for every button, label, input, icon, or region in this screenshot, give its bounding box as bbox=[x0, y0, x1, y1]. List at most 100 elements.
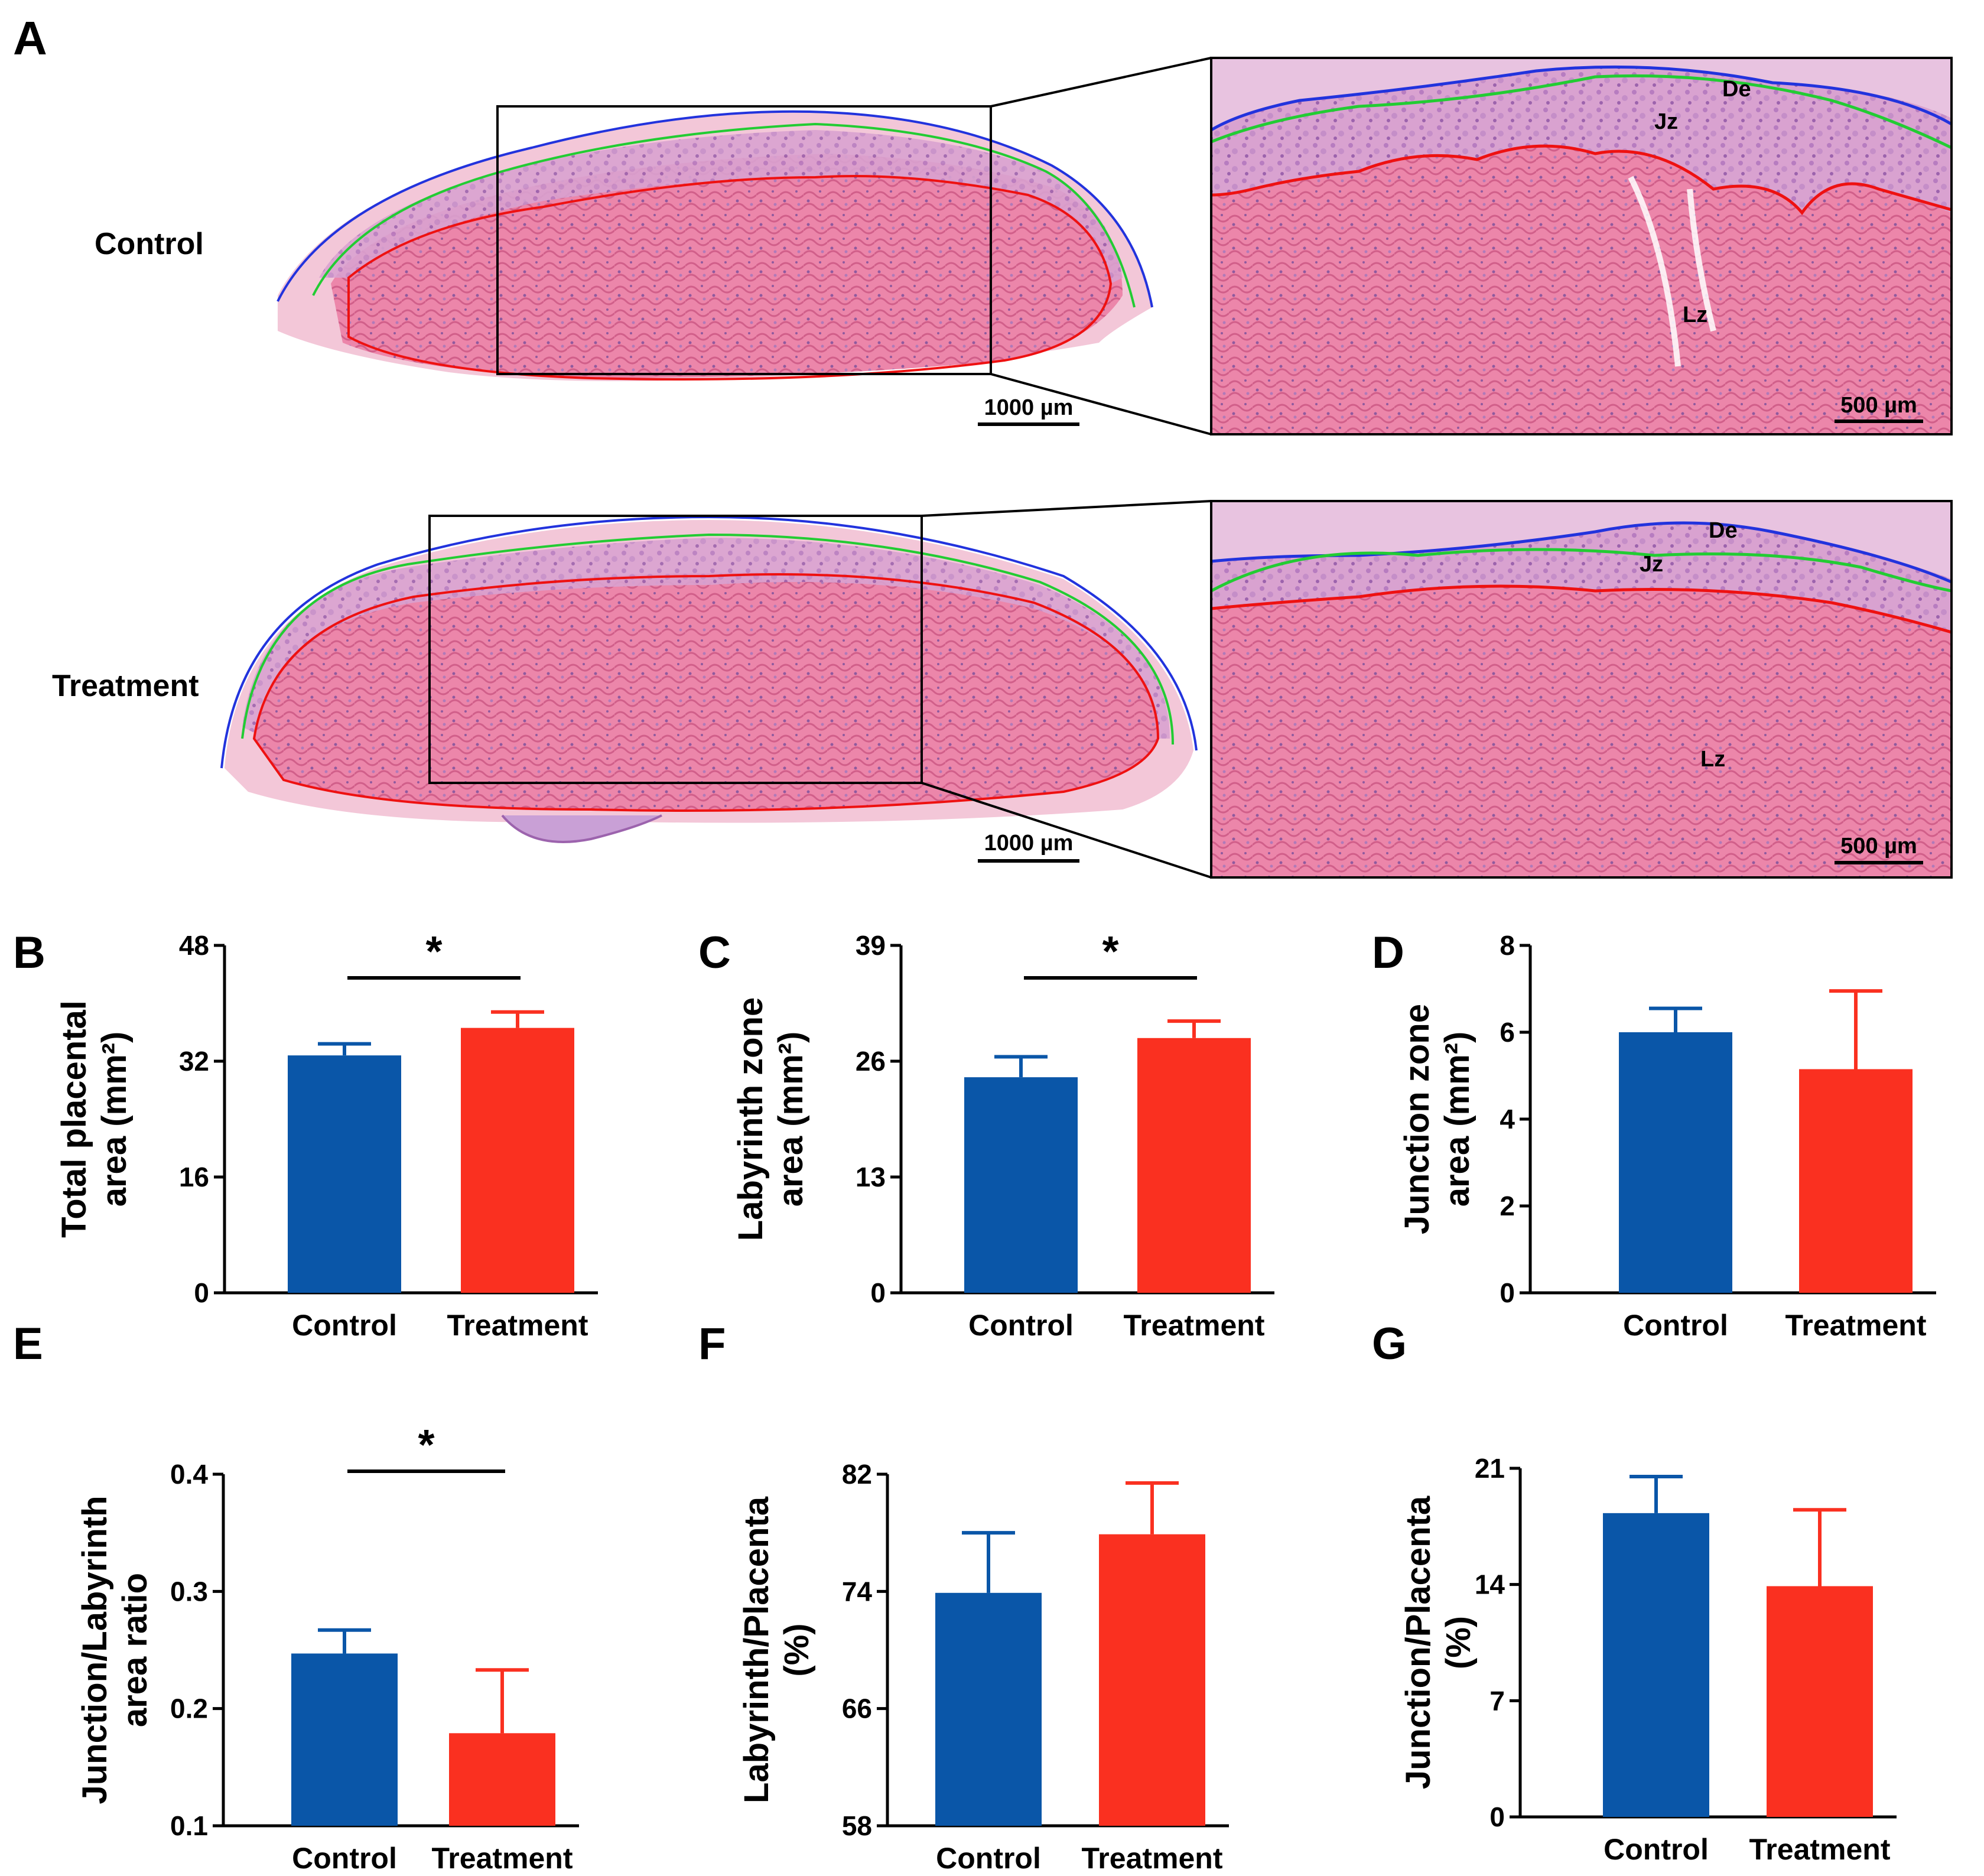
treatment-zoom-frame bbox=[1210, 500, 1953, 879]
panel-label-a: A bbox=[13, 12, 47, 64]
y-tick-label: 0.1 bbox=[170, 1810, 208, 1841]
category-label: Treatment bbox=[1124, 1309, 1265, 1342]
treatment-zoom-scale-label: 500 µm bbox=[1840, 834, 1917, 859]
control-junction-shape bbox=[319, 130, 1123, 284]
bar-control bbox=[1603, 1513, 1709, 1817]
panel-a: A Control 1000 µm bbox=[13, 12, 1953, 879]
bar-treatment bbox=[461, 1028, 574, 1293]
y-tick-label: 6 bbox=[1500, 1017, 1515, 1048]
treatment-zoom-decidua bbox=[1211, 501, 1952, 579]
category-label: Control bbox=[968, 1309, 1074, 1342]
treatment-junction-shape bbox=[242, 538, 1170, 739]
y-axis-label-line: area (mm²) bbox=[95, 1032, 134, 1207]
control-scale-label: 1000 µm bbox=[984, 395, 1074, 420]
panel-c-chart: C 0 13 26 39 Labyrinth zonearea (mm²) Control T… bbox=[698, 928, 1274, 1342]
control-zoom-box bbox=[496, 105, 992, 375]
treatment-zoom-outline-red bbox=[1211, 584, 1952, 634]
y-tick-label: 48 bbox=[179, 930, 209, 961]
y-tick-label: 16 bbox=[179, 1162, 209, 1192]
treatment-outline-blue bbox=[220, 515, 1198, 769]
y-tick-label: 14 bbox=[1475, 1569, 1505, 1600]
bar-control bbox=[288, 1055, 401, 1293]
y-tick-label: 0 bbox=[870, 1277, 886, 1308]
treatment-labyrinth-shape bbox=[254, 572, 1158, 811]
y-tick-label: 0.4 bbox=[170, 1459, 208, 1490]
bar-control bbox=[291, 1653, 398, 1826]
y-tick-label: 0 bbox=[1500, 1277, 1515, 1308]
treatment-zone-jz: Jz bbox=[1640, 552, 1663, 577]
category-label: Control bbox=[292, 1309, 397, 1342]
panel-label: C bbox=[698, 928, 731, 978]
panel-f-chart: F 58 66 74 82 Labyrinth/Placenta(%) Control Tre… bbox=[698, 1319, 1229, 1875]
panel-e-chart: E 0.1 0.2 0.3 0.4 Junction/Labyrintharea rati… bbox=[13, 1319, 579, 1875]
row-label-treatment: Treatment bbox=[52, 669, 199, 703]
bar-treatment bbox=[1137, 1038, 1251, 1293]
y-tick-label: 0 bbox=[1489, 1802, 1505, 1832]
y-tick-label: 58 bbox=[842, 1810, 872, 1841]
category-label: Treatment bbox=[1082, 1842, 1223, 1875]
y-tick-label: 26 bbox=[856, 1046, 886, 1077]
y-tick-label: 7 bbox=[1489, 1685, 1505, 1716]
panel-b-chart: B 0 16 32 48 Total placentalarea (mm²) Control… bbox=[13, 928, 598, 1342]
control-zone-de: De bbox=[1722, 77, 1751, 102]
y-axis-label-line: area ratio bbox=[116, 1573, 154, 1727]
treatment-connector-bottom bbox=[921, 782, 1212, 879]
category-label: Treatment bbox=[1749, 1833, 1891, 1866]
row-label-control: Control bbox=[95, 227, 204, 261]
y-tick-label: 0 bbox=[194, 1277, 209, 1308]
y-axis-label: Total placentalarea (mm²) bbox=[55, 1000, 134, 1238]
y-axis-label-line: (%) bbox=[1439, 1616, 1478, 1669]
treatment-row: Treatment 1000 µm bbox=[52, 500, 1953, 879]
treatment-tissue-fragment bbox=[501, 814, 662, 843]
y-axis-label-line: Junction/Placenta bbox=[1399, 1495, 1437, 1789]
y-axis-label-line: area (mm²) bbox=[772, 1032, 810, 1207]
y-tick-label: 13 bbox=[856, 1162, 886, 1192]
y-tick-label: 21 bbox=[1475, 1453, 1505, 1484]
panel-label: B bbox=[13, 928, 45, 978]
bar-treatment bbox=[449, 1733, 555, 1826]
treatment-zone-lz: Lz bbox=[1700, 747, 1725, 772]
y-tick-label: 74 bbox=[842, 1576, 873, 1607]
control-connector-bottom bbox=[990, 373, 1212, 435]
category-label: Treatment bbox=[432, 1842, 573, 1875]
y-axis-label: Labyrinth/Placenta(%) bbox=[737, 1496, 816, 1803]
control-zoom-junction bbox=[1211, 58, 1952, 213]
control-zoom-vessel bbox=[1628, 175, 1716, 367]
significance-marker: * bbox=[425, 928, 442, 976]
y-axis-label-line: area (mm²) bbox=[1438, 1032, 1476, 1207]
y-tick-label: 8 bbox=[1500, 930, 1515, 961]
category-label: Treatment bbox=[1785, 1309, 1927, 1342]
y-axis-label-line: Labyrinth/Placenta bbox=[737, 1496, 776, 1803]
control-outline-red bbox=[347, 175, 1113, 381]
control-zoom-image: De Jz Lz 500 µm bbox=[1210, 57, 1953, 435]
bar-control bbox=[964, 1077, 1078, 1293]
control-zone-jz: Jz bbox=[1654, 109, 1678, 134]
y-tick-label: 66 bbox=[842, 1693, 872, 1724]
y-axis-label: Junction/Labyrintharea ratio bbox=[76, 1496, 154, 1805]
significance-marker: * bbox=[1102, 928, 1118, 976]
y-axis-label: Junction/Placenta(%) bbox=[1399, 1495, 1478, 1789]
treatment-overview-image: 1000 µm bbox=[220, 500, 1212, 879]
bar-control bbox=[935, 1592, 1042, 1826]
control-row: Control 1000 µm bbox=[95, 57, 1953, 435]
y-axis-label-line: (%) bbox=[778, 1623, 816, 1676]
panel-label: D bbox=[1372, 928, 1404, 978]
panel-g-chart: G 0 7 14 21 Junction/Placenta(%) Control Treatm… bbox=[1372, 1319, 1897, 1866]
treatment-zone-de: De bbox=[1709, 518, 1738, 543]
category-label: Control bbox=[292, 1842, 397, 1875]
treatment-zoom-box bbox=[428, 515, 923, 784]
control-zoom-outline-red bbox=[1211, 144, 1952, 216]
control-overview-image: 1000 µm bbox=[277, 57, 1212, 435]
category-label: Treatment bbox=[447, 1309, 588, 1342]
treatment-connector-top bbox=[921, 500, 1212, 517]
significance-marker: * bbox=[418, 1422, 434, 1469]
y-axis-label-line: Junction zone bbox=[1398, 1004, 1436, 1234]
control-zoom-frame bbox=[1210, 57, 1953, 435]
y-axis-label: Labyrinth zonearea (mm²) bbox=[731, 997, 810, 1241]
bar-treatment bbox=[1099, 1534, 1205, 1826]
control-zoom-scale-label: 500 µm bbox=[1840, 393, 1917, 418]
category-label: Control bbox=[936, 1842, 1041, 1875]
y-tick-label: 4 bbox=[1500, 1104, 1515, 1134]
